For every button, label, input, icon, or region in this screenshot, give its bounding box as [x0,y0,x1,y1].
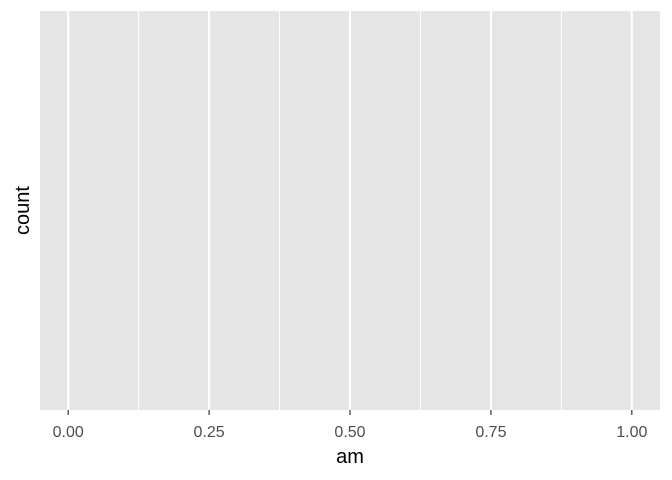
grid-major [67,11,633,410]
x-axis-ticks [67,410,633,415]
x-axis-tick-labels: 0.00 0.25 0.50 0.75 1.00 [53,424,648,441]
y-axis-title: count [12,186,34,235]
x-tick-label: 0.00 [53,424,84,441]
grid-minor [138,11,562,410]
x-axis-title: am [336,446,364,468]
x-tick-label: 0.75 [475,424,506,441]
x-tick-label: 1.00 [616,424,647,441]
x-tick-label: 0.25 [194,424,225,441]
x-tick-label: 0.50 [334,424,365,441]
